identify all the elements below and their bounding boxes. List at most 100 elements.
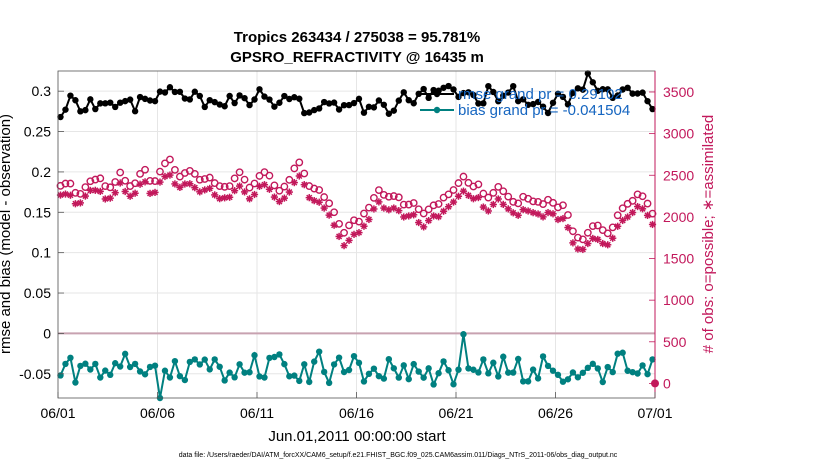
obs-possible-point bbox=[345, 221, 353, 230]
rmse-point bbox=[445, 82, 452, 90]
right-axis: 0 500 1000 1500 2000 2500 3000 3500 bbox=[649, 71, 694, 398]
bias-point bbox=[390, 365, 398, 372]
asterisk-stroke bbox=[236, 183, 243, 190]
obs-possible-point bbox=[86, 177, 95, 186]
bias-point bbox=[475, 369, 482, 376]
asterisk-stroke bbox=[251, 191, 258, 198]
asterisk-stroke bbox=[370, 205, 377, 213]
obs-assimilated-point bbox=[539, 213, 547, 221]
asterisk-stroke bbox=[589, 235, 596, 242]
obs-possible-point bbox=[419, 209, 428, 218]
obs-assimilated-point bbox=[405, 212, 413, 220]
obs-possible-point bbox=[603, 229, 612, 238]
rmse-point bbox=[360, 109, 368, 116]
obs-assimilated-point bbox=[245, 195, 254, 203]
asterisk-stroke bbox=[425, 217, 432, 224]
obs-assimilated-point bbox=[231, 187, 239, 195]
rmse-point bbox=[131, 108, 139, 115]
asterisk-stroke bbox=[360, 223, 368, 230]
obs-possible-point bbox=[569, 227, 577, 236]
obs-assimilated-point bbox=[489, 200, 497, 209]
rmse-point bbox=[206, 96, 213, 104]
bias-point bbox=[589, 360, 597, 368]
asterisk-stroke bbox=[649, 221, 656, 228]
obs-assimilated-point bbox=[305, 194, 313, 202]
obs-possible-point bbox=[583, 228, 592, 237]
left-axis: -0.05 0 0.05 0.1 0.15 0.2 0.25 0.3 bbox=[19, 83, 64, 382]
obs-possible-point bbox=[404, 200, 413, 209]
obs-possible-point bbox=[484, 193, 493, 202]
obs-assimilated-point bbox=[549, 210, 557, 218]
asterisk-stroke bbox=[430, 212, 437, 220]
rmse-point bbox=[539, 103, 547, 110]
asterisk-stroke bbox=[614, 223, 621, 230]
bias-point bbox=[141, 371, 149, 378]
rmse-point bbox=[97, 100, 104, 107]
asterisk-stroke bbox=[594, 236, 601, 243]
obs-possible-point bbox=[66, 179, 75, 188]
obs-possible-point bbox=[514, 199, 523, 208]
asterisk-stroke bbox=[112, 189, 119, 196]
asterisk-stroke bbox=[480, 204, 487, 211]
rmse-point bbox=[475, 100, 482, 107]
obs-assimilated-point bbox=[240, 188, 249, 196]
y-right-tick-2: 1000 bbox=[663, 292, 694, 308]
rmse-point bbox=[216, 101, 223, 108]
bias-point bbox=[455, 366, 462, 373]
obs-possible-point bbox=[175, 172, 184, 181]
obs-assimilated-point bbox=[126, 192, 134, 200]
asterisk-stroke bbox=[445, 203, 452, 210]
rmse-point bbox=[271, 103, 278, 110]
rmse-point bbox=[415, 90, 422, 98]
rmse-point bbox=[534, 98, 542, 106]
chart-title-line2: GPSRO_REFRACTIVITY @ 16435 m bbox=[230, 49, 484, 66]
bias-point bbox=[112, 360, 119, 367]
obs-assimilated-point bbox=[300, 181, 308, 189]
bias-point bbox=[604, 363, 611, 371]
obs-assimilated-point bbox=[614, 222, 622, 230]
obs-assimilated-point bbox=[345, 236, 353, 244]
asterisk-stroke bbox=[549, 210, 557, 217]
obs-assimilated-point bbox=[235, 182, 244, 190]
obs-assimilated-point bbox=[171, 180, 179, 188]
rmse-point bbox=[609, 94, 616, 102]
bias-point bbox=[62, 360, 69, 368]
bias-point bbox=[87, 366, 94, 373]
rmse-point bbox=[107, 99, 114, 106]
bias-point bbox=[102, 367, 109, 374]
obs-assimilated-point bbox=[439, 207, 448, 215]
rmse-point bbox=[211, 98, 218, 106]
asterisk-stroke bbox=[475, 194, 482, 201]
asterisk-stroke bbox=[191, 184, 198, 191]
bias-point bbox=[325, 379, 333, 387]
obs-possible-point bbox=[325, 199, 334, 208]
obs-possible-point bbox=[479, 189, 488, 198]
asterisk-stroke bbox=[345, 237, 353, 244]
asterisk-stroke bbox=[465, 192, 472, 199]
bias-point bbox=[534, 375, 542, 382]
y-left-tick-1: 0 bbox=[43, 325, 51, 341]
bias-point bbox=[574, 374, 582, 381]
bias-point bbox=[425, 365, 432, 372]
bias-point bbox=[67, 354, 74, 362]
bias-point bbox=[311, 358, 318, 365]
rmse-point bbox=[226, 92, 233, 100]
obs-assimilated-point bbox=[434, 213, 443, 221]
bias-point bbox=[136, 368, 144, 375]
obs-possible-point bbox=[260, 168, 269, 177]
obs-possible-point bbox=[355, 217, 363, 226]
asterisk-stroke bbox=[82, 193, 89, 200]
obs-assimilated-point bbox=[564, 223, 572, 232]
y-left-tick-5: 0.2 bbox=[32, 164, 52, 180]
obs-assimilated-point bbox=[519, 206, 527, 214]
obs-possible-point bbox=[61, 179, 70, 188]
asterisk-stroke bbox=[176, 184, 183, 191]
rmse-point bbox=[460, 89, 467, 97]
obs-possible-point bbox=[578, 235, 587, 244]
obs-possible-point bbox=[235, 168, 244, 177]
obs-assimilated-point bbox=[474, 193, 482, 202]
bias-point bbox=[211, 356, 218, 363]
legend-bias-label: bias grand pr = -0.041504 bbox=[458, 102, 630, 119]
obs-possible-point bbox=[559, 201, 567, 210]
rmse-point bbox=[126, 96, 134, 103]
